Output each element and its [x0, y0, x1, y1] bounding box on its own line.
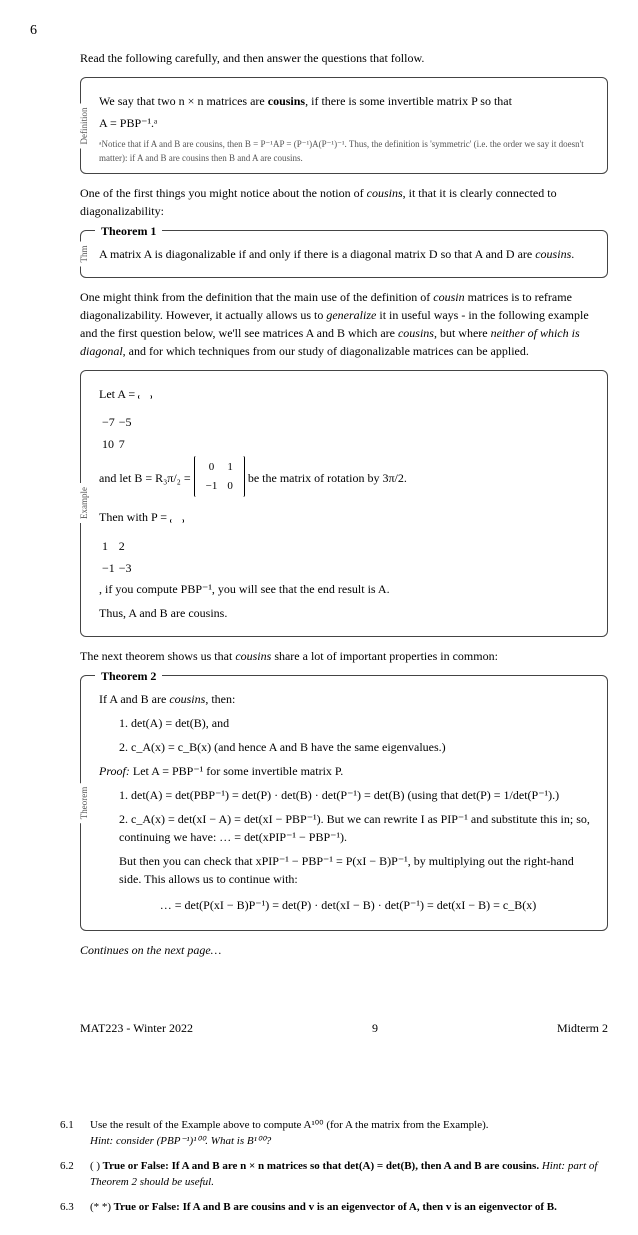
question-6-3: 6.3 (* *) True or False: If A and B are …: [60, 1199, 608, 1216]
footer-right: Midterm 2: [557, 1019, 608, 1037]
definition-box: Definition We say that two n × n matrice…: [80, 77, 608, 174]
example-line-2: Then with P =: [99, 508, 597, 527]
definition-footnote: ᵃNotice that if A and B are cousins, the…: [99, 138, 597, 165]
theorem-1-box: Theorem 1 Thm A matrix A is diagonalizab…: [80, 230, 608, 278]
theorem-2-item-2: 2. c_A(x) = c_B(x) (and hence A and B ha…: [119, 738, 597, 756]
continues-text: Continues on the next page…: [80, 941, 608, 959]
footer-center: 9: [372, 1019, 378, 1037]
theorem-2-box: Theorem 2 Theorem If A and B are cousins…: [80, 675, 608, 931]
theorem-2-label: Theorem: [77, 782, 93, 822]
intro-text: Read the following carefully, and then a…: [80, 49, 608, 67]
proof-item-2a: 2. c_A(x) = det(xI − A) = det(xI − PBP⁻¹…: [119, 810, 597, 846]
questions-section: 6.1 Use the result of the Example above …: [60, 1117, 608, 1216]
main-content: Read the following carefully, and then a…: [80, 49, 608, 1037]
question-number: 6: [30, 20, 608, 41]
example-line-1: Let A =: [99, 385, 597, 404]
definition-text: We say that two n × n matrices are cousi…: [99, 92, 597, 132]
theorem-2-item-1: 1. det(A) = det(B), and: [119, 714, 597, 732]
theorem-2-intro: If A and B are cousins, then:: [99, 690, 597, 708]
page-footer: MAT223 - Winter 2022 9 Midterm 2: [80, 1019, 608, 1037]
proof-equation: … = det(P(xI − B)P⁻¹) = det(P) · det(xI …: [99, 896, 597, 914]
matrix-A: [138, 386, 152, 404]
matrix-P: [170, 510, 184, 528]
proof-item-2b: But then you can check that xPIP⁻¹ − PBP…: [119, 852, 597, 888]
theorem-1-label: Thm: [77, 242, 93, 267]
theorem-1-text: A matrix A is diagonalizable if and only…: [99, 245, 597, 263]
definition-label: Definition: [77, 103, 93, 148]
question-6-2: 6.2 ( ) True or False: If A and B are n …: [60, 1158, 608, 1191]
matrix-B: 01−10: [194, 456, 245, 502]
question-6-1: 6.1 Use the result of the Example above …: [60, 1117, 608, 1150]
example-thus: Thus, A and B are cousins.: [99, 604, 597, 622]
para-2: One might think from the definition that…: [80, 288, 608, 360]
proof-item-1: 1. det(A) = det(PBP⁻¹) = det(P) · det(B)…: [119, 786, 597, 804]
para-1: One of the first things you might notice…: [80, 184, 608, 220]
example-box: Example Let A = −7−5107 and let B = R₃π/…: [80, 370, 608, 637]
para-3: The next theorem shows us that cousins s…: [80, 647, 608, 665]
proof-intro: Proof: Let A = PBP⁻¹ for some invertible…: [99, 762, 597, 780]
theorem-1-title: Theorem 1: [95, 222, 162, 240]
theorem-2-title: Theorem 2: [95, 667, 162, 685]
footer-left: MAT223 - Winter 2022: [80, 1019, 193, 1037]
example-label: Example: [77, 483, 93, 523]
